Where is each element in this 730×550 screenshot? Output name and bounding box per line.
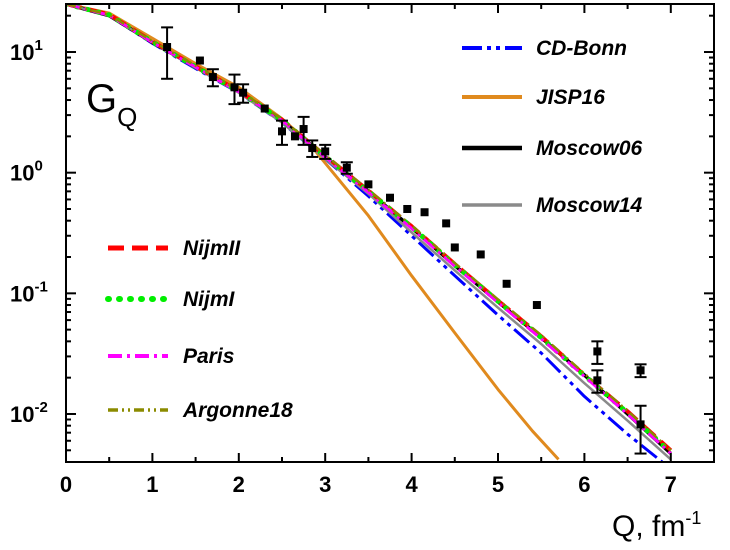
- series-line-moscow06: [66, 4, 672, 455]
- y-tick-label: 10-2: [10, 399, 48, 427]
- plot-frame: [65, 3, 715, 463]
- plot-title: GQ: [86, 77, 137, 132]
- legend-label-nijmii: NijmII: [183, 237, 241, 260]
- x-tick-label: 5: [492, 472, 504, 497]
- data-point: [364, 180, 373, 189]
- series-line-argonne18: [66, 4, 672, 452]
- x-tick-label: 4: [405, 472, 418, 497]
- y-tick-label: 100: [10, 158, 43, 186]
- data-point: [450, 243, 459, 252]
- data-point: [636, 366, 645, 375]
- legend-label-cd-bonn: CD-Bonn: [536, 37, 627, 60]
- data-point: [163, 43, 172, 52]
- legend-label-jisp16: JISP16: [536, 86, 605, 109]
- data-point: [420, 208, 429, 217]
- data-point: [278, 127, 286, 136]
- data-point: [593, 376, 602, 385]
- data-point: [290, 132, 299, 141]
- data-point: [230, 83, 239, 92]
- data-point: [636, 420, 645, 429]
- legend-label-moscow06: Moscow06: [536, 137, 643, 160]
- y-tick-label: 101: [10, 37, 43, 65]
- x-tick-label: 0: [60, 472, 72, 497]
- x-tick-label: 1: [146, 472, 158, 497]
- legend-label-moscow14: Moscow14: [536, 194, 643, 217]
- x-axis-ticks: 0 1 2 3 4 5 6 7: [60, 4, 677, 497]
- data-point: [532, 301, 541, 310]
- x-tick-label: 2: [233, 472, 245, 497]
- series-line-paris: [66, 4, 672, 455]
- legend: CD-Bonn JISP16 Moscow06 Moscow14 NijmII NijmI…: [105, 37, 643, 422]
- data-point: [476, 250, 485, 259]
- data-point: [321, 147, 330, 156]
- experimental-points: [161, 26, 647, 455]
- data-point: [308, 144, 317, 153]
- series-line-nijmii: [66, 4, 673, 452]
- data-point: [342, 163, 351, 172]
- data-point: [195, 56, 204, 65]
- series-line-nijmi: [66, 4, 674, 455]
- legend-label-paris: Paris: [183, 345, 234, 368]
- data-point: [260, 104, 269, 113]
- legend-label-nijmi: NijmI: [183, 288, 236, 311]
- data-point: [239, 88, 248, 97]
- series-curves: [66, 4, 674, 462]
- x-axis-title: Q, fm-1: [612, 508, 701, 543]
- data-point: [208, 73, 217, 82]
- data-point: [299, 125, 308, 134]
- data-point: [386, 193, 394, 202]
- x-tick-label: 6: [578, 472, 590, 497]
- x-tick-label: 7: [665, 472, 677, 497]
- series-line-cd-bonn: [66, 4, 664, 462]
- data-point: [403, 204, 412, 213]
- data-point: [442, 219, 451, 228]
- series-line-jisp16: [66, 4, 560, 461]
- x-tick-label: 3: [319, 472, 331, 497]
- y-axis-ticks: 101 100 10-1 10-2: [10, 14, 714, 463]
- legend-label-argonne18: Argonne18: [182, 399, 293, 422]
- data-point: [502, 279, 511, 288]
- data-point: [593, 347, 602, 356]
- y-tick-label: 10-1: [10, 278, 48, 306]
